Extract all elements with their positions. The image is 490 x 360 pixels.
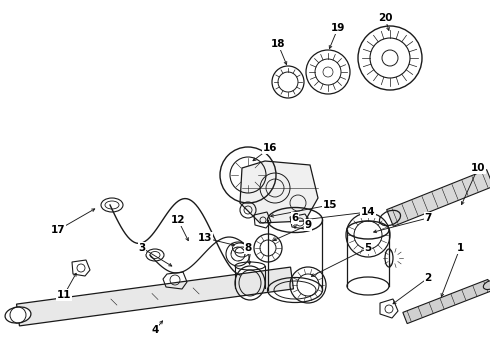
Text: 4: 4 [151,325,159,335]
Text: 9: 9 [304,220,312,230]
Text: 11: 11 [57,290,71,300]
Polygon shape [387,170,490,226]
Text: 8: 8 [245,243,252,253]
Text: 18: 18 [271,39,285,49]
Ellipse shape [483,280,490,289]
Text: 13: 13 [198,233,212,243]
Text: 12: 12 [171,215,185,225]
Polygon shape [240,161,318,223]
Text: 2: 2 [424,273,432,283]
Polygon shape [403,279,490,324]
Text: 1: 1 [456,243,464,253]
Polygon shape [17,267,294,326]
Ellipse shape [5,307,31,323]
Text: 16: 16 [263,143,277,153]
Text: 7: 7 [424,213,432,223]
Text: 17: 17 [50,225,65,235]
Text: 20: 20 [378,13,392,23]
Text: 15: 15 [323,200,337,210]
Text: 19: 19 [331,23,345,33]
Text: 10: 10 [471,163,485,173]
Text: 14: 14 [361,207,375,217]
Text: 3: 3 [138,243,146,253]
Text: 6: 6 [292,213,298,223]
Text: 5: 5 [365,243,371,253]
